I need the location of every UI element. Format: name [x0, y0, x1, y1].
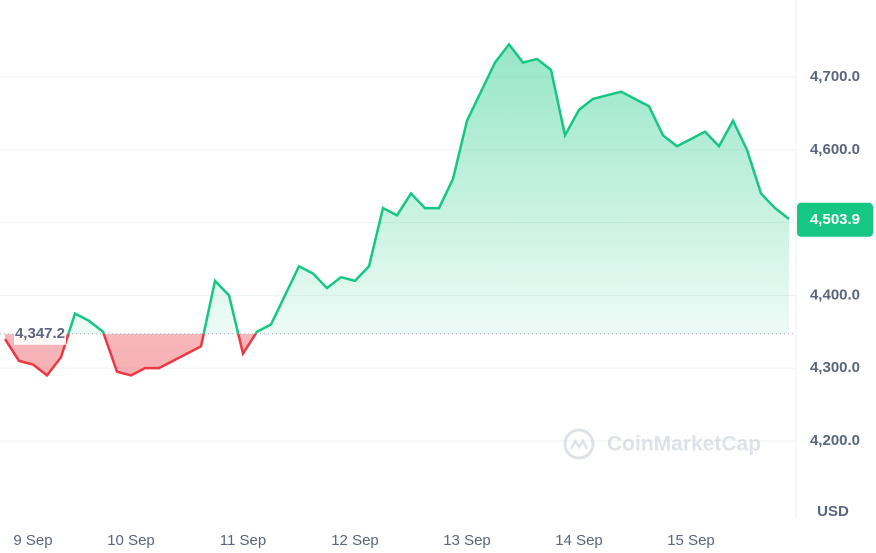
y-tick-label: 4,600.0: [810, 141, 860, 158]
y-tick-label: 4,200.0: [810, 432, 860, 449]
watermark-text: CoinMarketCap: [607, 433, 761, 456]
x-tick-label: 15 Sep: [667, 532, 715, 549]
x-tick-label: 12 Sep: [331, 532, 379, 549]
area-up: [68, 44, 789, 334]
x-tick-label: 9 Sep: [13, 532, 52, 549]
baseline-label: 4,347.2: [15, 325, 65, 342]
last-price-tag: [797, 202, 873, 237]
price-line-down: [3, 333, 258, 378]
x-tick-label: 13 Sep: [443, 532, 491, 549]
price-line-up: [67, 42, 790, 334]
x-tick-label: 14 Sep: [555, 532, 603, 549]
y-tick-label: 4,300.0: [810, 359, 860, 376]
currency-label: USD: [817, 503, 849, 520]
watermark: CoinMarketCap: [563, 428, 761, 460]
y-tick-label: 4,700.0: [810, 68, 860, 85]
y-tick-label: 4,400.0: [810, 286, 860, 303]
x-tick-label: 11 Sep: [220, 532, 266, 549]
baseline-label-bg: [14, 322, 66, 345]
x-tick-label: 10 Sep: [107, 532, 155, 549]
last-price-label: 4,503.9: [810, 211, 860, 228]
